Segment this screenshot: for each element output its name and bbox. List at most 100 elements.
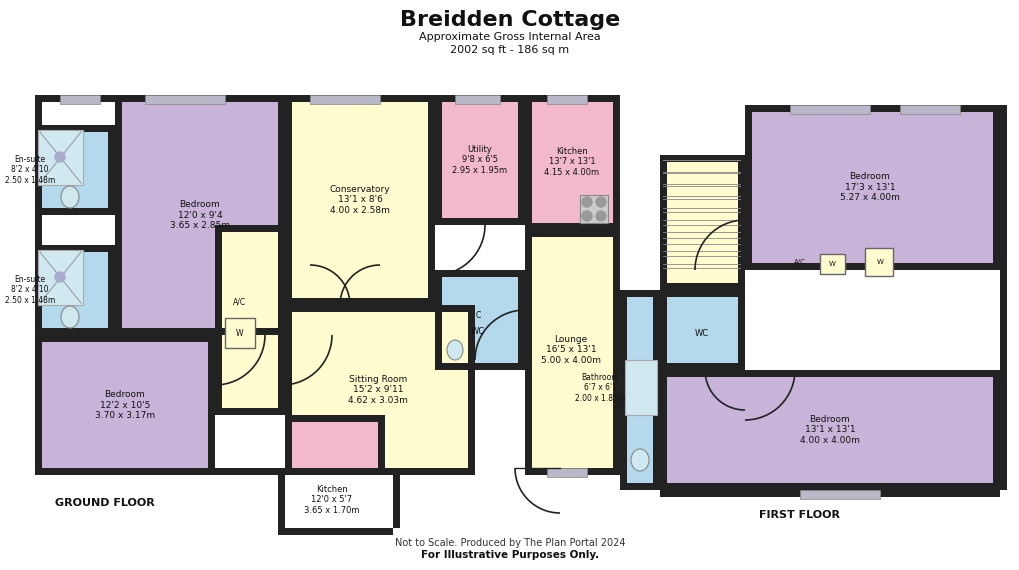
Bar <box>659 290 666 370</box>
Bar <box>899 105 959 114</box>
Bar <box>744 263 999 270</box>
Ellipse shape <box>446 340 463 360</box>
Ellipse shape <box>631 449 648 471</box>
Text: Bedroom
12'2 x 10'5
3.70 x 3.17m: Bedroom 12'2 x 10'5 3.70 x 3.17m <box>95 390 155 420</box>
Bar <box>525 95 620 102</box>
Text: En-suite
8'2 x 4'10
2.50 x 1.48m: En-suite 8'2 x 4'10 2.50 x 1.48m <box>5 275 55 305</box>
Circle shape <box>582 197 591 207</box>
Bar <box>525 223 620 230</box>
Bar <box>659 290 744 297</box>
Bar <box>284 415 291 475</box>
Bar <box>115 95 284 102</box>
Bar <box>580 195 607 223</box>
Text: W: W <box>875 259 882 265</box>
Bar <box>215 225 222 415</box>
Circle shape <box>582 211 591 221</box>
Bar <box>652 290 659 490</box>
Bar <box>659 155 666 490</box>
Bar <box>35 468 215 475</box>
Bar <box>392 468 399 528</box>
Bar <box>378 415 384 475</box>
Bar <box>434 270 525 370</box>
Text: FIRST FLOOR: FIRST FLOOR <box>759 510 840 520</box>
Bar <box>35 335 42 475</box>
Bar <box>659 290 744 370</box>
Bar <box>999 105 1006 490</box>
Bar <box>993 370 999 490</box>
Bar <box>35 208 115 215</box>
Bar <box>659 363 744 370</box>
Text: WC: WC <box>471 328 485 336</box>
Text: Bedroom
17'3 x 13'1
5.27 x 4.00m: Bedroom 17'3 x 13'1 5.27 x 4.00m <box>840 172 899 202</box>
Bar <box>620 290 627 490</box>
Text: Sitting Room
15'2 x 9'11
4.62 x 3.03m: Sitting Room 15'2 x 9'11 4.62 x 3.03m <box>347 375 408 405</box>
Bar <box>215 408 284 415</box>
Bar <box>525 468 620 475</box>
Bar <box>428 95 434 305</box>
Bar <box>659 370 666 490</box>
Text: Kitchen
13'7 x 13'1
4.15 x 4.00m: Kitchen 13'7 x 13'1 4.15 x 4.00m <box>544 147 599 177</box>
Bar <box>278 528 392 535</box>
Bar <box>525 230 532 475</box>
Text: W: W <box>827 261 835 267</box>
Circle shape <box>595 211 605 221</box>
Bar <box>35 125 42 215</box>
Bar <box>278 225 284 415</box>
Bar <box>35 95 42 475</box>
Bar <box>612 230 620 475</box>
Bar <box>525 95 532 230</box>
Bar <box>35 328 115 335</box>
Bar <box>518 270 525 370</box>
Bar <box>620 290 659 297</box>
Bar <box>434 95 441 225</box>
Bar <box>284 415 384 475</box>
Bar <box>278 95 284 335</box>
Bar <box>659 483 999 490</box>
Bar <box>35 335 215 475</box>
Bar <box>546 95 586 104</box>
Bar <box>215 225 284 232</box>
Bar <box>659 283 744 290</box>
Text: GROUND FLOOR: GROUND FLOOR <box>55 498 155 508</box>
Text: Bedroom
12'0 x 9'4
3.65 x 2.85m: Bedroom 12'0 x 9'4 3.65 x 2.85m <box>170 200 229 230</box>
Bar <box>434 363 525 370</box>
Bar <box>620 483 659 490</box>
Bar <box>993 105 999 270</box>
Bar <box>659 155 666 290</box>
Bar <box>819 254 844 274</box>
Bar <box>790 105 869 114</box>
Bar <box>518 95 525 225</box>
Text: WC: WC <box>694 328 708 337</box>
Bar <box>659 370 999 490</box>
Text: W: W <box>236 328 244 337</box>
Text: Not to Scale. Produced by The Plan Portal 2024: Not to Scale. Produced by The Plan Porta… <box>394 538 625 548</box>
Bar <box>525 230 620 237</box>
Bar <box>115 328 284 335</box>
Bar <box>659 155 744 162</box>
Ellipse shape <box>61 306 78 328</box>
Bar <box>225 318 255 348</box>
Bar <box>284 468 475 475</box>
Bar <box>115 95 122 335</box>
Bar <box>35 125 115 132</box>
Bar <box>284 95 434 305</box>
Text: Utility
9'8 x 6'5
2.95 x 1.95m: Utility 9'8 x 6'5 2.95 x 1.95m <box>452 145 507 175</box>
Bar <box>35 125 115 215</box>
Bar <box>284 95 434 102</box>
Bar <box>145 95 225 104</box>
Bar <box>108 245 115 335</box>
Bar <box>525 468 620 475</box>
Bar <box>468 305 475 475</box>
Circle shape <box>55 272 65 282</box>
Bar <box>744 105 999 112</box>
Text: A/C: A/C <box>233 298 247 307</box>
Bar <box>35 468 475 475</box>
Bar <box>60 95 100 104</box>
Bar <box>284 305 291 475</box>
Bar <box>35 245 42 335</box>
Text: Bedroom
13'1 x 13'1
4.00 x 4.00m: Bedroom 13'1 x 13'1 4.00 x 4.00m <box>799 415 859 445</box>
Text: 2002 sq ft - 186 sq m: 2002 sq ft - 186 sq m <box>450 45 569 55</box>
Bar <box>434 95 525 225</box>
Bar <box>625 360 656 415</box>
Bar <box>284 305 475 312</box>
